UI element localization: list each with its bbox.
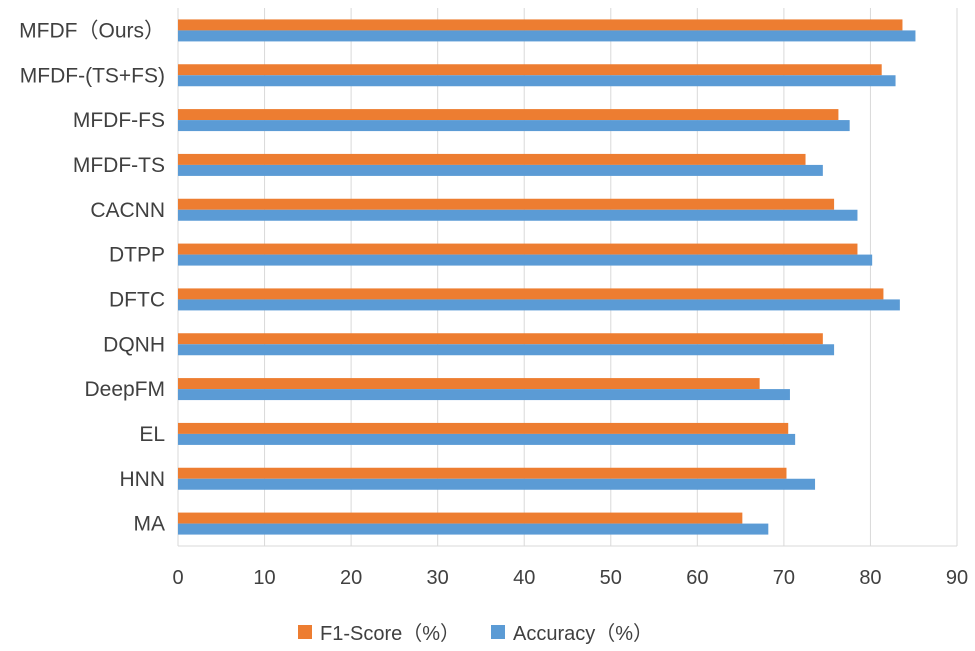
- bar-accuracy-3: [178, 164, 823, 176]
- x-tick-label: 0: [172, 567, 183, 589]
- category-label: CACNN: [90, 199, 165, 222]
- bar-f1-score-2: [178, 109, 839, 121]
- bar-accuracy-1: [178, 75, 896, 87]
- bar-accuracy-2: [178, 120, 850, 132]
- bar-accuracy-10: [178, 478, 816, 490]
- bar-f1-score-3: [178, 153, 806, 165]
- bar-f1-score-4: [178, 198, 835, 210]
- gridlines: [177, 8, 958, 547]
- x-tick-label: 50: [600, 567, 622, 589]
- legend-swatch-f1-score: [298, 625, 312, 639]
- x-tick-label: 90: [946, 567, 968, 589]
- bar-accuracy-6: [178, 299, 900, 311]
- category-label: HNN: [120, 468, 166, 491]
- bar-f1-score-6: [178, 288, 884, 300]
- category-label: DeepFM: [84, 378, 165, 401]
- category-label: DFTC: [109, 288, 165, 311]
- x-tick-label: 60: [686, 567, 708, 589]
- bar-f1-score-5: [178, 243, 858, 255]
- bars: [178, 19, 916, 535]
- bar-f1-score-11: [178, 512, 743, 524]
- category-label: MFDF（Ours）: [19, 19, 165, 42]
- bar-f1-score-7: [178, 333, 823, 345]
- bar-accuracy-11: [178, 523, 769, 535]
- legend-swatch-accuracy: [491, 625, 505, 639]
- category-label: DTPP: [109, 244, 165, 267]
- x-tick-label: 70: [773, 567, 795, 589]
- bar-f1-score-10: [178, 467, 787, 479]
- x-tick-label: 80: [859, 567, 881, 589]
- category-label: EL: [139, 423, 165, 446]
- category-label: MFDF-(TS+FS): [20, 64, 165, 87]
- x-tick-label: 30: [427, 567, 449, 589]
- bar-f1-score-9: [178, 422, 789, 434]
- bar-f1-score-0: [178, 19, 903, 31]
- bar-accuracy-4: [178, 209, 858, 221]
- x-tick-label: 20: [340, 567, 362, 589]
- x-tick-label: 10: [253, 567, 275, 589]
- bar-accuracy-0: [178, 30, 916, 42]
- category-label: MFDF-TS: [73, 154, 165, 177]
- legend-label-f1-score: F1-Score（%）: [320, 622, 460, 645]
- category-label: MFDF-FS: [73, 109, 165, 132]
- legend: F1-Score（%） Accuracy（%）: [298, 622, 653, 645]
- category-label: DQNH: [103, 333, 165, 356]
- x-tick-label: 40: [513, 567, 535, 589]
- category-label: MA: [134, 513, 166, 536]
- category-labels: MFDF（Ours） MFDF-(TS+FS) MFDF-FS MFDF-TS CACN…: [19, 19, 165, 535]
- bar-accuracy-9: [178, 433, 796, 445]
- legend-label-accuracy: Accuracy（%）: [513, 622, 653, 645]
- bar-accuracy-7: [178, 344, 835, 356]
- bar-f1-score-1: [178, 64, 882, 76]
- bar-accuracy-5: [178, 254, 873, 266]
- bar-accuracy-8: [178, 389, 790, 401]
- bar-f1-score-8: [178, 378, 760, 390]
- x-tick-labels: 0 10 20 30 40 50 60 70 80 90: [172, 567, 968, 589]
